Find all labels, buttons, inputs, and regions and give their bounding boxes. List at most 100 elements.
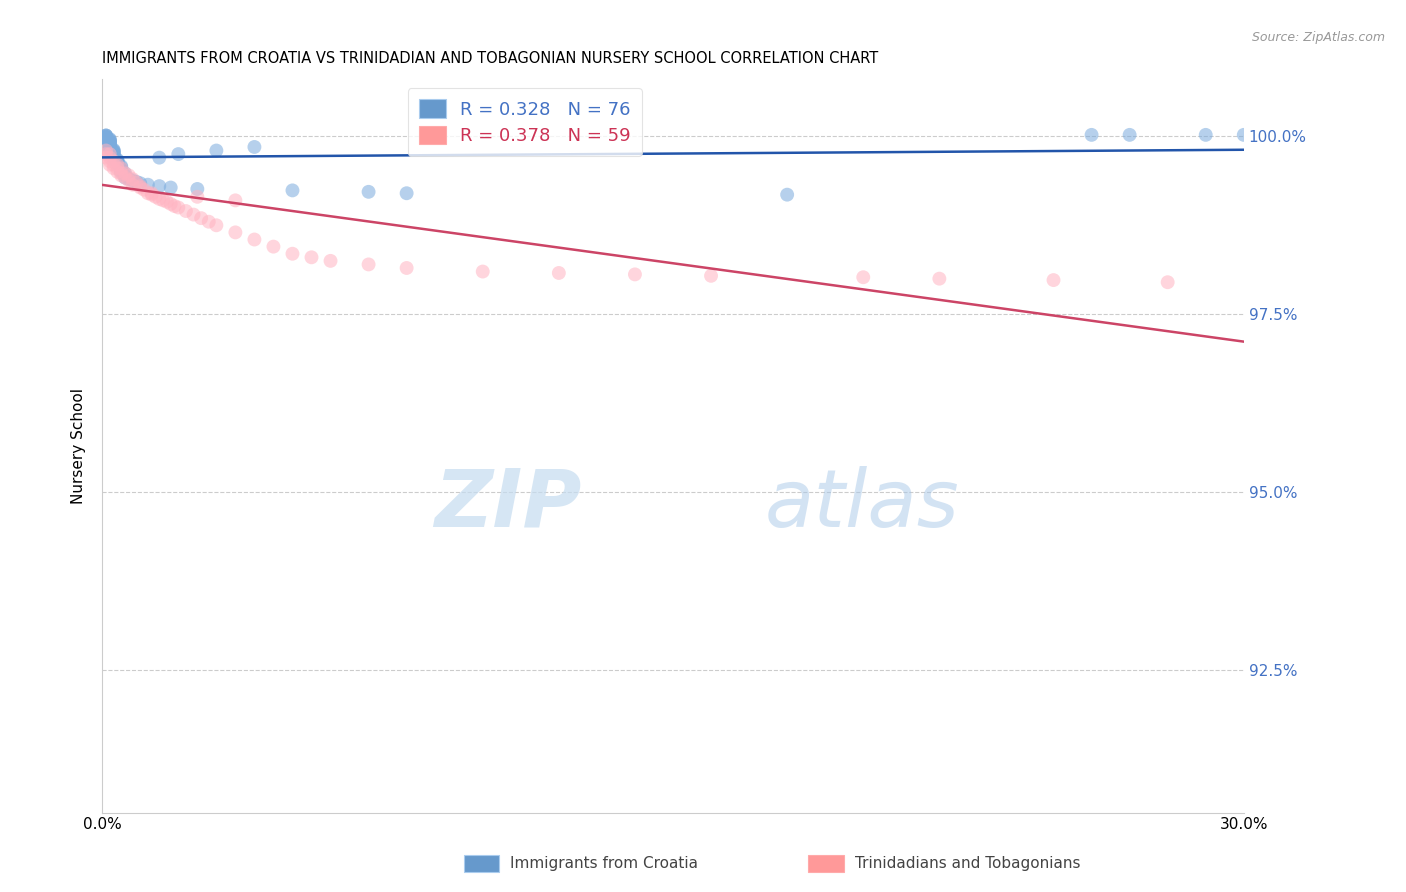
Point <box>98 133 121 147</box>
Point <box>94 130 117 145</box>
Point <box>1233 128 1256 142</box>
Point <box>281 183 304 197</box>
Point <box>94 128 117 143</box>
Point <box>103 152 125 166</box>
Point <box>98 137 121 152</box>
Point <box>1195 128 1218 142</box>
Point <box>121 173 143 187</box>
Point <box>103 154 125 169</box>
Point <box>110 161 132 176</box>
Point <box>110 161 132 175</box>
Point <box>395 260 418 275</box>
Point <box>98 147 121 161</box>
Point <box>159 197 181 211</box>
Point <box>110 159 132 173</box>
Point <box>98 142 121 156</box>
Point <box>110 166 132 180</box>
Point <box>281 246 304 260</box>
Point <box>103 145 125 159</box>
Point <box>98 141 121 155</box>
Point <box>1042 273 1064 287</box>
Point <box>700 268 723 283</box>
Point <box>148 179 170 194</box>
Point <box>98 139 121 153</box>
Point <box>118 169 141 183</box>
Point <box>243 233 266 247</box>
Point <box>107 156 129 170</box>
Point <box>107 158 129 172</box>
Point <box>103 150 125 164</box>
Point <box>186 182 208 196</box>
Point <box>103 144 125 158</box>
Point <box>103 158 125 172</box>
Point <box>125 176 148 190</box>
Point <box>159 180 181 194</box>
Point <box>110 165 132 179</box>
Point <box>132 183 155 197</box>
Y-axis label: Nursery School: Nursery School <box>72 388 86 504</box>
Point <box>1156 275 1178 289</box>
Point <box>136 186 159 201</box>
Point <box>94 144 117 158</box>
Point <box>547 266 569 280</box>
Point <box>183 208 205 222</box>
Point <box>94 151 117 165</box>
Point <box>103 151 125 165</box>
Point <box>98 136 121 150</box>
Point <box>103 149 125 163</box>
Point <box>224 226 246 240</box>
Point <box>103 152 125 166</box>
Point <box>145 190 167 204</box>
Point <box>98 136 121 151</box>
Point <box>197 215 219 229</box>
Point <box>98 151 121 165</box>
Point <box>152 194 174 208</box>
Point <box>301 250 323 264</box>
Point <box>107 154 129 169</box>
Point <box>107 155 129 169</box>
Point <box>121 178 143 192</box>
Text: Immigrants from Croatia: Immigrants from Croatia <box>510 856 699 871</box>
Point <box>141 186 163 201</box>
Point <box>224 194 246 208</box>
Point <box>1118 128 1140 142</box>
Point <box>205 144 228 158</box>
Point <box>94 130 117 145</box>
Point <box>624 268 647 282</box>
Point <box>103 145 125 159</box>
Point <box>94 130 117 145</box>
Point <box>103 146 125 161</box>
Text: Source: ZipAtlas.com: Source: ZipAtlas.com <box>1251 31 1385 45</box>
Point <box>357 257 380 271</box>
Point <box>129 179 152 194</box>
Point <box>776 187 799 202</box>
Point <box>395 186 418 201</box>
Text: ZIP: ZIP <box>434 466 582 543</box>
Point <box>98 138 121 153</box>
Point <box>103 147 125 161</box>
Point <box>174 204 197 219</box>
Point <box>98 154 121 169</box>
Point <box>110 163 132 178</box>
Point <box>190 211 212 226</box>
Point <box>357 185 380 199</box>
Point <box>243 140 266 154</box>
Point <box>114 166 136 180</box>
Point <box>94 128 117 143</box>
Point <box>94 132 117 146</box>
Point <box>156 194 179 209</box>
Point <box>107 165 129 179</box>
Point <box>103 161 125 176</box>
Point <box>125 175 148 189</box>
Point <box>107 157 129 171</box>
Point <box>98 140 121 154</box>
Point <box>94 128 117 143</box>
Point <box>148 151 170 165</box>
Point <box>98 132 121 146</box>
Point <box>94 131 117 145</box>
Point <box>103 148 125 162</box>
Point <box>121 172 143 186</box>
Point <box>319 253 342 268</box>
Point <box>114 170 136 185</box>
Point <box>103 143 125 157</box>
